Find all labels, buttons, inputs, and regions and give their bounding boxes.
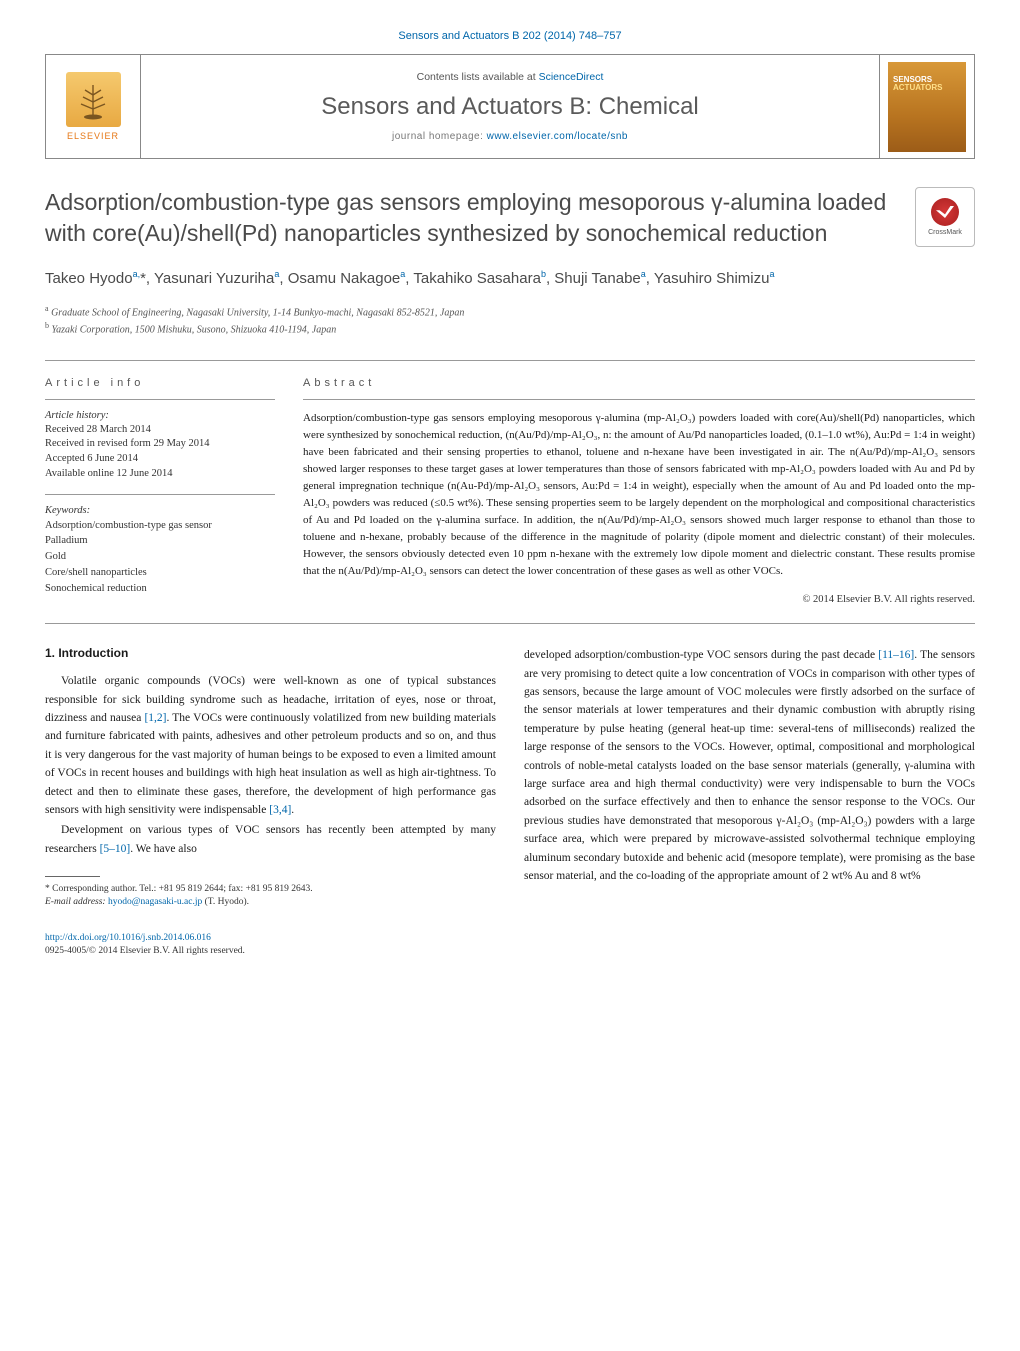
article-info-column: article info Article history: Received 2…	[45, 377, 275, 605]
contents-prefix: Contents lists available at	[417, 71, 539, 83]
info-divider-2	[45, 494, 275, 495]
article-title: Adsorption/combustion-type gas sensors e…	[45, 187, 915, 249]
corr-email-line: E-mail address: hyodo@nagasaki-u.ac.jp (…	[45, 896, 496, 909]
homepage-link[interactable]: www.elsevier.com/locate/snb	[487, 131, 628, 142]
keywords-list: Adsorption/combustion-type gas sensorPal…	[45, 518, 275, 597]
header-box: ELSEVIER Contents lists available at Sci…	[45, 54, 975, 159]
journal-reference: Sensors and Actuators B 202 (2014) 748–7…	[45, 30, 975, 42]
contents-available-line: Contents lists available at ScienceDirec…	[417, 71, 604, 83]
homepage-prefix: journal homepage:	[392, 131, 487, 142]
keywords-label: Keywords:	[45, 505, 275, 516]
cover-title-line1: SENSORS	[893, 75, 932, 84]
corr-tel-fax: * Corresponding author. Tel.: +81 95 819…	[45, 883, 496, 896]
abstract-heading: abstract	[303, 377, 975, 389]
journal-cover-thumbnail: SENSORS ACTUATORS	[888, 62, 966, 152]
divider-top	[45, 360, 975, 361]
email-who: (T. Hyodo).	[202, 897, 249, 907]
abstract-copyright: © 2014 Elsevier B.V. All rights reserved…	[303, 594, 975, 605]
section-1-heading: 1. Introduction	[45, 646, 496, 660]
body-para-3: developed adsorption/combustion-type VOC…	[524, 646, 975, 885]
email-label: E-mail address:	[45, 897, 108, 907]
crossmark-badge[interactable]: CrossMark	[915, 187, 975, 247]
crossmark-icon	[931, 198, 959, 226]
info-divider-1	[45, 399, 275, 400]
body-para-2: Development on various types of VOC sens…	[45, 821, 496, 858]
abstract-column: abstract Adsorption/combustion-type gas …	[303, 377, 975, 605]
email-link[interactable]: hyodo@nagasaki-u.ac.jp	[108, 897, 202, 907]
body-column-right: developed adsorption/combustion-type VOC…	[524, 646, 975, 958]
cover-cell: SENSORS ACTUATORS	[879, 55, 974, 158]
affiliations: a Graduate School of Engineering, Nagasa…	[45, 303, 975, 338]
author-list: Takeo Hyodoa,*, Yasunari Yuzurihaa, Osam…	[45, 267, 975, 291]
article-info-heading: article info	[45, 377, 275, 389]
journal-homepage-line: journal homepage: www.elsevier.com/locat…	[392, 131, 628, 142]
footnote-rule	[45, 876, 100, 877]
history-label: Article history:	[45, 410, 275, 421]
cover-title-line2: ACTUATORS	[893, 83, 942, 92]
cover-title: SENSORS ACTUATORS	[893, 76, 942, 94]
body-column-left: 1. Introduction Volatile organic compoun…	[45, 646, 496, 958]
publisher-logo-cell: ELSEVIER	[46, 55, 141, 158]
body-para-1: Volatile organic compounds (VOCs) were w…	[45, 672, 496, 819]
crossmark-label: CrossMark	[928, 229, 962, 236]
footer-doi-block: http://dx.doi.org/10.1016/j.snb.2014.06.…	[45, 932, 496, 959]
footer-copyright: 0925-4005/© 2014 Elsevier B.V. All right…	[45, 945, 496, 958]
divider-bottom	[45, 623, 975, 624]
publisher-label: ELSEVIER	[67, 131, 119, 141]
abstract-divider	[303, 399, 975, 400]
corresponding-author-footnote: * Corresponding author. Tel.: +81 95 819…	[45, 883, 496, 910]
elsevier-tree-icon	[66, 72, 121, 127]
header-center: Contents lists available at ScienceDirec…	[141, 55, 879, 158]
abstract-text: Adsorption/combustion-type gas sensors e…	[303, 410, 975, 580]
journal-name: Sensors and Actuators B: Chemical	[321, 93, 699, 121]
sciencedirect-link[interactable]: ScienceDirect	[539, 71, 604, 83]
history-text: Received 28 March 2014Received in revise…	[45, 423, 275, 482]
doi-link[interactable]: http://dx.doi.org/10.1016/j.snb.2014.06.…	[45, 933, 211, 943]
